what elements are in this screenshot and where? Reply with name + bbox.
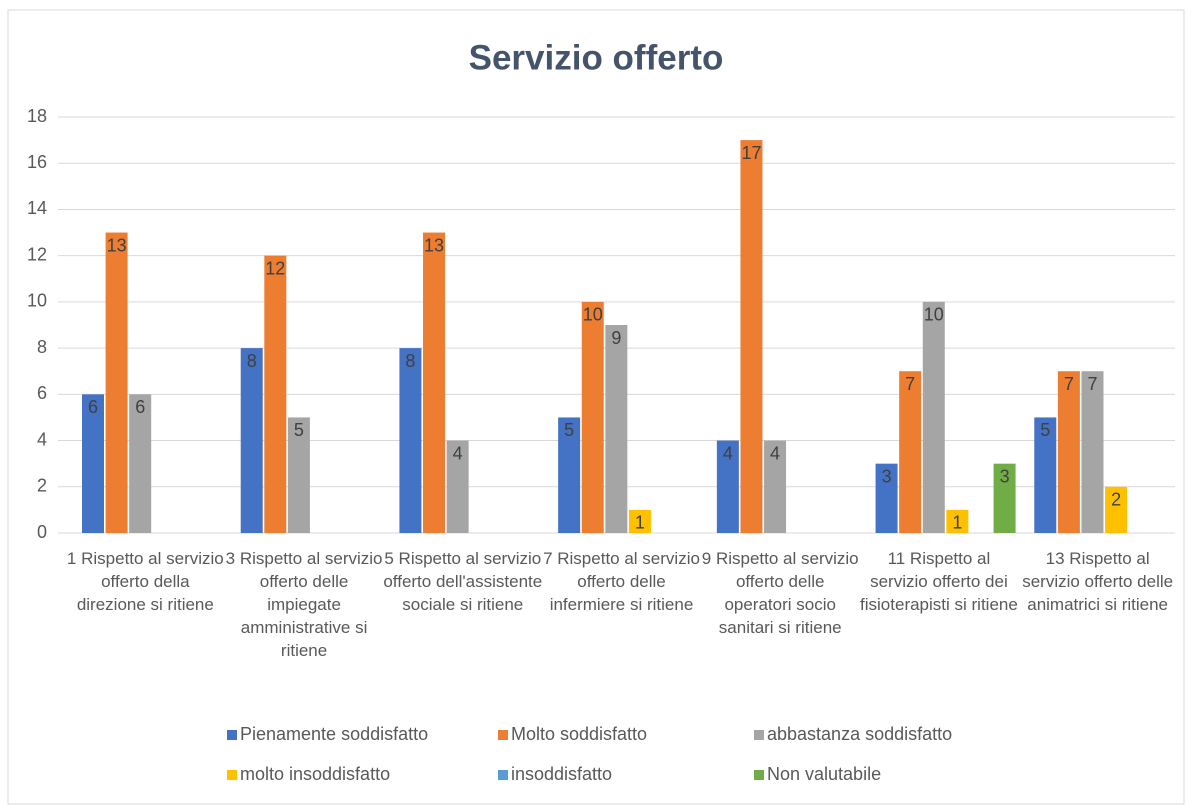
y-tick-label: 12 (27, 244, 47, 264)
data-label: 6 (135, 397, 145, 417)
x-tick-label: 5 Rispetto al servizio offerto dell'assi… (383, 549, 543, 614)
bar (716, 440, 739, 533)
legend-swatch (227, 730, 237, 740)
y-tick-label: 4 (37, 429, 47, 449)
data-label: 10 (583, 305, 603, 325)
bar (423, 232, 446, 534)
bar (628, 509, 651, 533)
data-label: 7 (905, 374, 915, 394)
y-tick-label: 8 (37, 337, 47, 357)
y-tick-label: 0 (37, 522, 47, 542)
data-label: 1 (952, 513, 962, 533)
bar (899, 371, 922, 533)
legend-swatch (498, 770, 508, 780)
data-label: 6 (88, 397, 98, 417)
bar (922, 301, 945, 533)
bar (129, 394, 152, 533)
bar (558, 417, 581, 533)
data-label: 8 (405, 351, 415, 371)
legend-label: Molto soddisfatto (511, 724, 647, 744)
y-tick-label: 6 (37, 383, 47, 403)
x-tick-label: 13 Rispetto al servizio offerto delle an… (1022, 549, 1174, 614)
x-tick-label: 3 Rispetto al servizio offerto delle imp… (225, 549, 383, 660)
y-tick-label: 18 (27, 106, 47, 126)
data-label: 7 (1087, 374, 1097, 394)
legend-swatch (498, 730, 508, 740)
data-label: 5 (294, 420, 304, 440)
bar (1081, 371, 1104, 533)
bar (105, 232, 128, 534)
data-label: 3 (882, 466, 892, 486)
data-label: 12 (265, 258, 285, 278)
bar (946, 509, 969, 533)
data-label: 5 (564, 420, 574, 440)
bar (875, 463, 898, 533)
bar (264, 255, 287, 533)
bar (993, 463, 1016, 533)
data-label: 10 (924, 305, 944, 325)
x-tick-label: 7 Rispetto al servizio offerto delle inf… (543, 549, 700, 614)
y-tick-label: 16 (27, 152, 47, 172)
bar (1105, 486, 1128, 533)
legend-label: abbastanza soddisfatto (767, 724, 952, 744)
legend-label: insoddisfatto (511, 764, 612, 784)
y-tick-label: 10 (27, 291, 47, 311)
data-label: 5 (1040, 420, 1050, 440)
bar (764, 440, 787, 533)
bar (605, 325, 628, 533)
x-tick-label: 9 Rispetto al servizio offerto delle ope… (701, 549, 859, 637)
data-label: 4 (453, 443, 463, 463)
data-label: 2 (1111, 490, 1121, 510)
legend-label: molto insoddisfatto (240, 764, 390, 784)
y-tick-label: 2 (37, 476, 47, 496)
bar (82, 394, 104, 533)
data-label: 9 (611, 328, 621, 348)
legend-swatch (754, 730, 764, 740)
data-label: 1 (635, 513, 645, 533)
y-tick-label: 14 (27, 198, 47, 218)
legend-swatch (227, 770, 237, 780)
data-label: 8 (247, 351, 257, 371)
bar (287, 417, 310, 533)
legend-label: Non valutabile (767, 764, 881, 784)
x-tick-label: 1 Rispetto al servizio offerto della dir… (66, 549, 224, 614)
bar (240, 348, 263, 533)
legend-swatch (754, 770, 764, 780)
data-label: 17 (741, 143, 761, 163)
legend-label: Pienamente soddisfatto (240, 724, 428, 744)
bar (399, 348, 422, 533)
x-tick-label: 11 Rispetto al servizio offerto dei fisi… (860, 549, 1018, 614)
bar (581, 301, 604, 533)
bar (446, 440, 469, 533)
data-label: 7 (1064, 374, 1074, 394)
bar (1034, 417, 1057, 533)
data-label: 4 (723, 443, 733, 463)
data-label: 3 (1000, 466, 1010, 486)
data-label: 13 (424, 235, 444, 255)
chart-title: Servizio offerto (469, 38, 724, 77)
bar (1057, 371, 1080, 533)
data-label: 13 (107, 235, 127, 255)
data-label: 4 (770, 443, 780, 463)
bar (740, 140, 763, 533)
